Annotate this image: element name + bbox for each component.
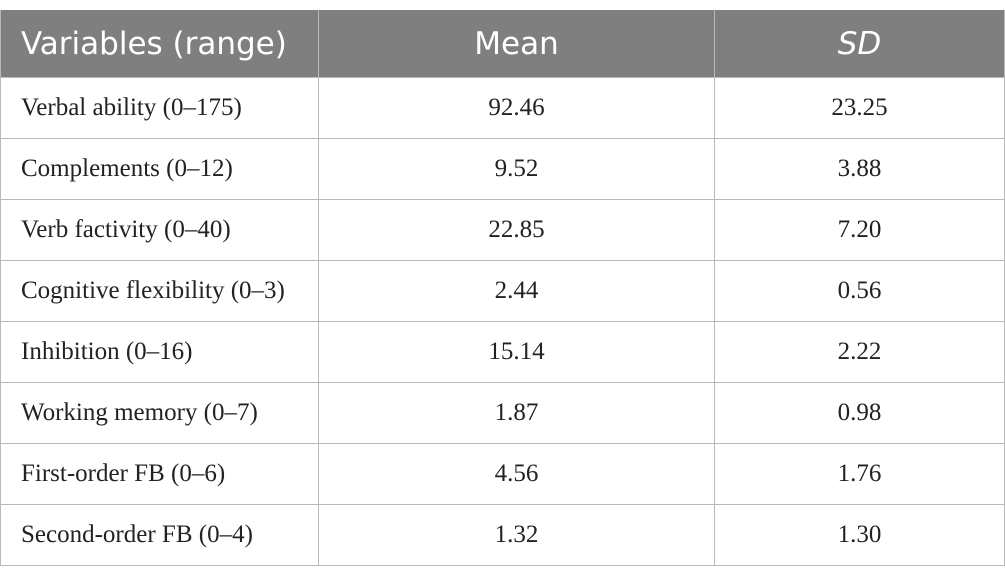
- mean-cell: 2.44: [318, 260, 715, 322]
- table-row: Cognitive flexibility (0–3) 2.44 0.56: [0, 260, 1005, 322]
- mean-cell: 1.32: [318, 504, 715, 566]
- variable-cell: Verbal ability (0–175): [0, 77, 319, 139]
- column-header-mean: Mean: [318, 10, 715, 78]
- table-header: Variables (range) Mean SD: [0, 10, 1005, 78]
- table-row: Verbal ability (0–175) 92.46 23.25: [0, 77, 1005, 139]
- variable-cell: Verb factivity (0–40): [0, 199, 319, 261]
- sd-cell: 23.25: [714, 77, 1005, 139]
- sd-cell: 0.56: [714, 260, 1005, 322]
- mean-cell: 22.85: [318, 199, 715, 261]
- variable-cell: First-order FB (0–6): [0, 443, 319, 505]
- variable-cell: Inhibition (0–16): [0, 321, 319, 383]
- sd-cell: 0.98: [714, 382, 1005, 444]
- mean-cell: 4.56: [318, 443, 715, 505]
- column-header-variables: Variables (range): [0, 10, 319, 78]
- sd-cell: 7.20: [714, 199, 1005, 261]
- header-row: Variables (range) Mean SD: [0, 10, 1005, 78]
- variable-cell: Cognitive flexibility (0–3): [0, 260, 319, 322]
- mean-cell: 9.52: [318, 138, 715, 200]
- variable-cell: Working memory (0–7): [0, 382, 319, 444]
- sd-cell: 2.22: [714, 321, 1005, 383]
- table-row: Verb factivity (0–40) 22.85 7.20: [0, 199, 1005, 261]
- mean-cell: 92.46: [318, 77, 715, 139]
- table-row: Working memory (0–7) 1.87 0.98: [0, 382, 1005, 444]
- variable-cell: Complements (0–12): [0, 138, 319, 200]
- column-header-sd: SD: [714, 10, 1005, 78]
- sd-cell: 1.30: [714, 504, 1005, 566]
- table-row: Inhibition (0–16) 15.14 2.22: [0, 321, 1005, 383]
- descriptive-statistics-table: Variables (range) Mean SD Verbal ability…: [0, 10, 1005, 566]
- table-row: First-order FB (0–6) 4.56 1.76: [0, 443, 1005, 505]
- mean-cell: 1.87: [318, 382, 715, 444]
- stats-table-container: Variables (range) Mean SD Verbal ability…: [0, 10, 1005, 566]
- mean-cell: 15.14: [318, 321, 715, 383]
- sd-cell: 1.76: [714, 443, 1005, 505]
- sd-cell: 3.88: [714, 138, 1005, 200]
- table-row: Complements (0–12) 9.52 3.88: [0, 138, 1005, 200]
- table-row: Second-order FB (0–4) 1.32 1.30: [0, 504, 1005, 566]
- variable-cell: Second-order FB (0–4): [0, 504, 319, 566]
- table-body: Verbal ability (0–175) 92.46 23.25 Compl…: [0, 77, 1005, 566]
